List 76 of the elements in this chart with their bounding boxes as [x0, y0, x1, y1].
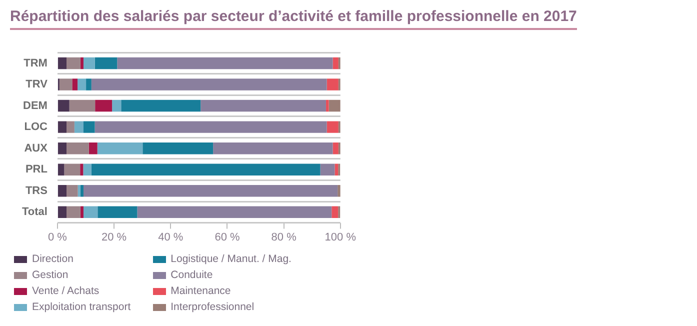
y-tick-label: AUX [24, 142, 48, 154]
legend-label: Direction [32, 252, 74, 266]
y-tick-label: LOC [24, 121, 48, 134]
bar [58, 57, 67, 70]
chart-title: Répartition des salariés par secteur d’activité et famille professionnelle en 2017 [10, 8, 577, 30]
y-tick-label: PRL [25, 164, 48, 176]
x-tick-label: 20 % [102, 231, 127, 244]
bar [78, 78, 86, 90]
bar [326, 100, 329, 112]
bar [213, 142, 333, 154]
bar [121, 100, 201, 112]
bar [91, 78, 327, 90]
bar [332, 142, 338, 154]
bar [66, 142, 89, 154]
bar [58, 185, 67, 197]
bar [80, 185, 84, 197]
bar [326, 121, 338, 133]
x-tick-label: 40 % [158, 231, 184, 244]
bar [95, 100, 112, 112]
bar [94, 121, 327, 133]
bar [83, 185, 338, 197]
bar [326, 78, 338, 90]
x-tick-label: 100 % [324, 231, 356, 244]
x-tick-label: 0 % [48, 231, 68, 244]
bar [83, 57, 95, 70]
bar [332, 57, 338, 70]
y-tick-label: DEM [23, 100, 48, 112]
legend-label: Exploitation transport [32, 300, 131, 314]
bar [66, 185, 78, 197]
legend-label: Interprofessionnel [170, 300, 254, 314]
bar [72, 78, 78, 90]
bar [58, 142, 67, 154]
bar [200, 100, 326, 112]
bar [74, 121, 84, 133]
bar [320, 164, 335, 176]
bar [80, 206, 84, 218]
bar [97, 142, 143, 154]
bar [88, 142, 98, 154]
bar [334, 164, 338, 176]
bar [59, 78, 72, 90]
bar [69, 100, 96, 112]
bar [137, 206, 332, 218]
bar [142, 142, 214, 154]
legend-label: Maintenance [170, 284, 231, 298]
bar [66, 57, 80, 70]
bar [117, 57, 333, 70]
bar [80, 57, 84, 70]
legend-label: Vente / Achats [32, 284, 100, 298]
bar [58, 164, 64, 176]
bar [332, 206, 338, 218]
y-tick-label: Total [22, 206, 48, 218]
bar [83, 206, 98, 218]
bar [58, 121, 67, 133]
bar [98, 206, 138, 218]
legend-label: Conduite [170, 268, 213, 282]
bar [80, 164, 84, 176]
bar [328, 100, 340, 112]
bar [83, 164, 92, 176]
bar [78, 185, 80, 197]
bar [83, 121, 95, 133]
bar [86, 78, 92, 90]
legend-label: Gestion [32, 268, 68, 282]
bar [58, 206, 67, 218]
y-tick-label: TRV [26, 78, 48, 91]
y-tick-label: TRM [24, 57, 48, 70]
bar [112, 100, 122, 112]
y-tick-label: TRS [25, 184, 48, 197]
bar [94, 57, 118, 70]
x-tick-label: 60 % [214, 231, 240, 244]
x-tick-label: 80 % [271, 231, 297, 244]
bar [91, 164, 320, 176]
legend-label: Logistique / Manut. / Mag. [170, 252, 292, 266]
bar [64, 164, 80, 176]
bar [66, 206, 80, 218]
bar [58, 100, 70, 112]
bar [66, 121, 74, 133]
